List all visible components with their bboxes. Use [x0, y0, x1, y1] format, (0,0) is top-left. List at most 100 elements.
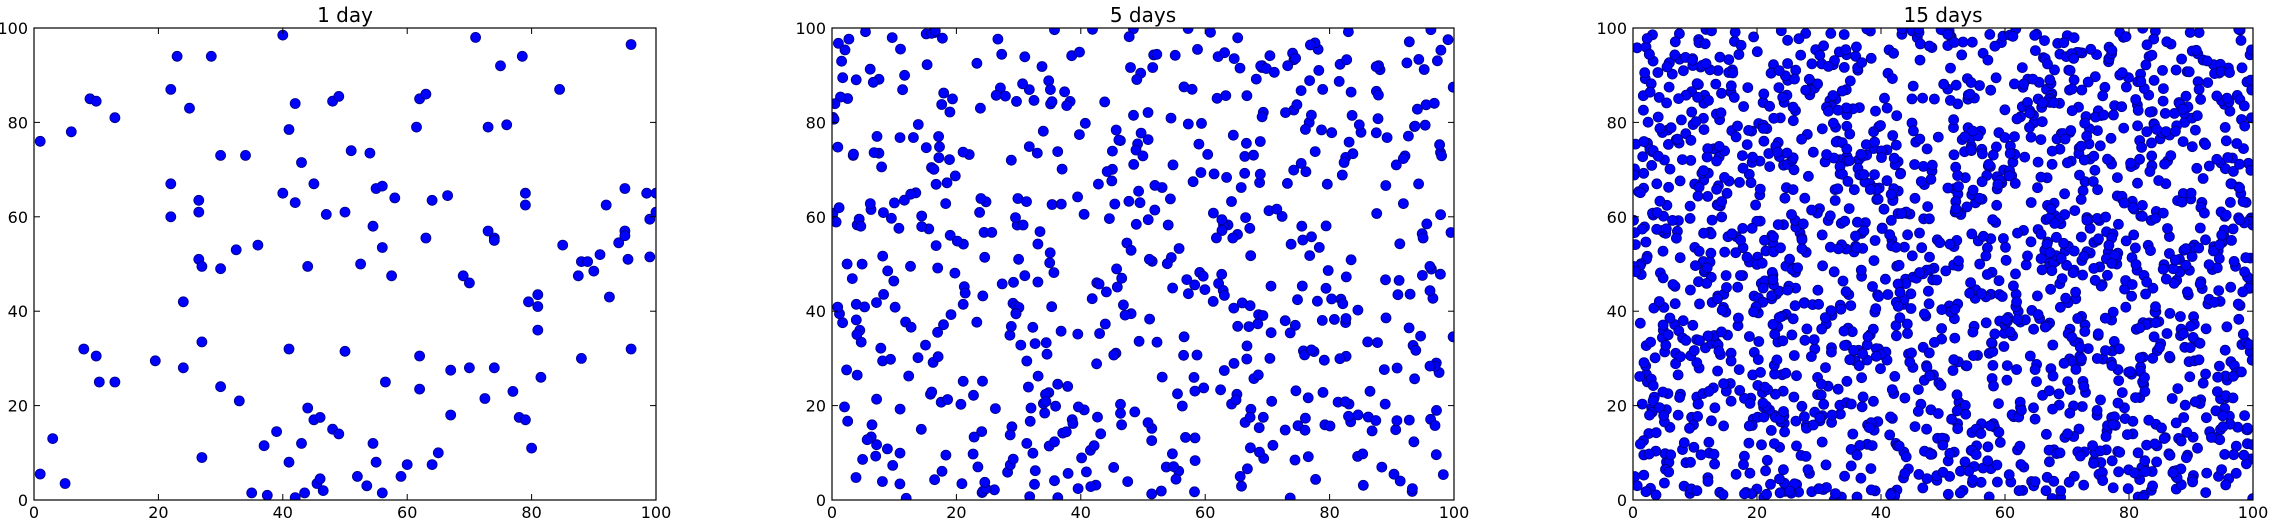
data-point — [832, 141, 844, 153]
data-point — [1321, 178, 1333, 190]
data-point — [2235, 35, 2247, 46]
data-point — [1197, 270, 1209, 282]
data-point — [1062, 380, 1074, 392]
data-point — [2094, 140, 2106, 152]
data-point — [1800, 84, 1812, 96]
data-point — [1815, 389, 1827, 401]
data-point — [1669, 298, 1681, 310]
data-point — [1034, 226, 1046, 238]
data-point — [1104, 213, 1115, 225]
data-point — [861, 434, 873, 446]
x-tick-label: 100 — [641, 503, 672, 520]
data-point — [302, 402, 314, 414]
data-point — [1010, 308, 1022, 320]
data-point — [1091, 358, 1102, 370]
data-point — [582, 256, 593, 268]
data-point — [1737, 150, 1748, 162]
data-point — [1728, 92, 1740, 103]
data-point — [2075, 193, 2087, 205]
data-point — [2169, 125, 2181, 137]
data-point — [1855, 148, 1867, 160]
data-point — [1753, 336, 1765, 347]
data-point — [1244, 411, 1256, 423]
data-point — [1936, 304, 1948, 316]
data-point — [1372, 113, 1384, 125]
data-point — [240, 149, 251, 161]
data-point — [1836, 85, 1848, 97]
data-point — [1868, 395, 1879, 407]
data-point — [1134, 197, 1146, 209]
data-point — [1812, 284, 1824, 296]
data-point — [1235, 182, 1247, 193]
data-point — [2189, 124, 2201, 136]
data-point — [1234, 470, 1246, 482]
data-point — [1352, 304, 1364, 316]
data-point — [314, 473, 326, 485]
data-point — [1067, 418, 1079, 429]
data-point — [977, 290, 989, 302]
data-point — [2067, 267, 2079, 279]
data-point — [1751, 46, 1763, 58]
data-point — [1738, 101, 1749, 112]
data-point — [871, 130, 883, 142]
data-point — [2247, 439, 2253, 450]
data-point — [1151, 48, 1163, 60]
data-point — [1828, 117, 1839, 129]
data-point — [846, 273, 858, 285]
data-point — [2066, 105, 2078, 117]
data-point — [594, 249, 606, 261]
data-point — [1654, 195, 1666, 207]
data-point — [1665, 449, 1677, 461]
data-point — [193, 206, 205, 218]
data-point — [1087, 28, 1098, 35]
data-point — [1633, 480, 1643, 492]
data-point — [625, 39, 637, 50]
data-point — [949, 170, 961, 182]
data-point — [2160, 273, 2172, 285]
data-point — [837, 72, 849, 84]
x-tick-label: 80 — [1319, 503, 1339, 520]
data-point — [625, 343, 637, 355]
data-point — [2008, 280, 2019, 292]
data-point — [1388, 468, 1400, 480]
data-point — [1992, 476, 2003, 488]
data-point — [1782, 284, 1793, 296]
data-point — [516, 50, 528, 62]
data-point — [1909, 192, 1921, 204]
data-point — [482, 225, 494, 237]
data-point — [261, 489, 273, 500]
data-point — [1669, 49, 1681, 61]
data-point — [1196, 118, 1207, 129]
data-point — [916, 221, 928, 233]
data-point — [1189, 279, 1201, 291]
data-point — [1906, 250, 1918, 262]
data-point — [1765, 424, 1777, 436]
data-point — [932, 262, 944, 274]
data-point — [2180, 259, 2192, 271]
data-point — [2170, 64, 2182, 76]
data-point — [971, 316, 983, 328]
data-point — [2032, 290, 2043, 302]
data-point — [2213, 360, 2225, 372]
data-point — [1142, 214, 1154, 226]
data-point — [1021, 437, 1033, 449]
data-point — [1917, 482, 1929, 494]
data-point — [2132, 120, 2144, 132]
data-point — [2161, 328, 2173, 339]
data-point — [1667, 214, 1678, 226]
data-point — [2220, 135, 2232, 147]
data-point — [1216, 214, 1228, 226]
data-point — [2106, 455, 2118, 467]
data-point — [1935, 379, 1947, 391]
data-point — [905, 260, 916, 272]
data-point — [1769, 438, 1780, 450]
data-point — [937, 32, 948, 44]
data-point — [1889, 370, 1901, 382]
data-point — [1397, 153, 1409, 165]
data-point — [2176, 196, 2188, 208]
data-point — [1252, 369, 1264, 381]
data-point — [1428, 97, 1440, 109]
data-point — [1178, 349, 1189, 361]
data-point — [1393, 274, 1405, 286]
data-point — [990, 89, 1002, 101]
